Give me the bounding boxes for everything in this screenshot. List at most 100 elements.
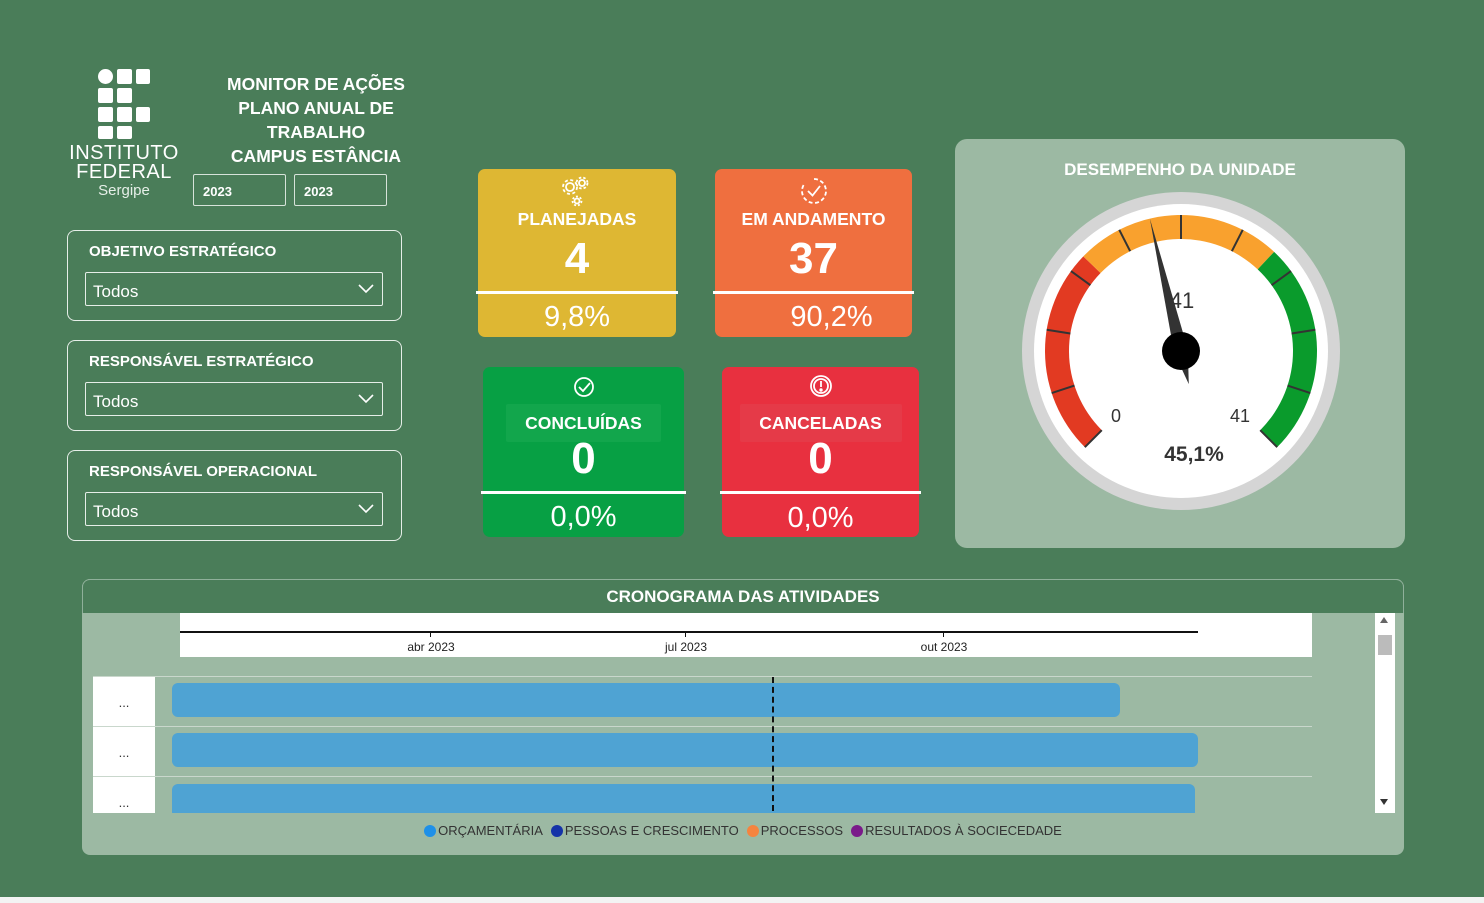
label-background [506, 404, 661, 442]
gauge-tick [1070, 270, 1091, 286]
axis-tick-label: jul 2023 [664, 640, 708, 654]
vertical-scrollbar[interactable] [1375, 613, 1395, 813]
dropdown-value: Todos [93, 282, 139, 301]
logo-subtext: Sergipe [98, 182, 150, 199]
legend-label: PESSOAS E CRESCIMENTO [564, 823, 739, 838]
gears-icon [478, 175, 676, 207]
label-background [740, 404, 902, 442]
gauge-band-mid [1083, 215, 1275, 274]
legend-item[interactable]: PROCESSOS [746, 823, 844, 838]
kpi-card-concluidas[interactable]: CONCLUÍDAS 0 0,0% [481, 367, 686, 537]
gauge-tick [1287, 384, 1311, 394]
dropdown-value: Todos [93, 502, 139, 521]
row-separator [93, 776, 1312, 777]
check-circle-icon [483, 376, 684, 398]
card-divider [481, 491, 686, 494]
logo-text: INSTITUTO FEDERAL [69, 142, 179, 183]
kpi-card-em-andamento[interactable]: EM ANDAMENTO 37 90,2% [713, 169, 914, 337]
card-label: CANCELADAS [759, 413, 882, 433]
chronogram-header: CRONOGRAMA DAS ATIVIDADES [82, 579, 1404, 613]
gauge-tick [1118, 229, 1132, 252]
card-percentage: 0,0% [787, 502, 854, 534]
scroll-thumb[interactable] [1378, 635, 1392, 655]
legend-dot-icon [851, 824, 864, 837]
gauge-max-label: 41 [1230, 406, 1250, 426]
chevron-down-icon [358, 284, 374, 294]
year-to-input[interactable]: 2023 [294, 174, 387, 206]
kpi-card-planejadas[interactable]: PLANEJADAS 4 9,8% [476, 169, 678, 337]
legend-dot-icon [550, 824, 563, 837]
card-count: 0 [808, 434, 833, 483]
gauge-tick [1051, 384, 1075, 394]
legend-label: RESULTADOS À SOCIECEDADE [865, 823, 1062, 838]
slicer-title: RESPONSÁVEL OPERACIONAL [89, 463, 318, 480]
chronogram-title: CRONOGRAMA DAS ATIVIDADES [606, 587, 880, 606]
axis-tick [943, 631, 944, 637]
timeline-axis: abr 2023 jul 2023 out 2023 [180, 613, 1312, 657]
card-label: PLANEJADAS [517, 209, 637, 229]
slicer-title: OBJETIVO ESTRATÉGICO [89, 243, 277, 260]
legend-label: PROCESSOS [760, 823, 844, 838]
card-percentage: 0,0% [550, 501, 617, 533]
gauge-min-label: 0 [1111, 406, 1121, 426]
slicer-objetivo-estrategico: OBJETIVO ESTRATÉGICO Todos [67, 230, 402, 321]
scroll-up-icon[interactable] [1380, 617, 1388, 623]
dropdown-value: Todos [93, 392, 139, 411]
gauge-tick [1084, 429, 1103, 448]
slicer-responsavel-estrategico: RESPONSÁVEL ESTRATÉGICO Todos [67, 340, 402, 431]
gauge-needle-hub [1162, 332, 1200, 370]
year-from-input[interactable]: 2023 [193, 174, 286, 206]
card-divider [713, 291, 914, 294]
gantt-bar[interactable] [172, 784, 1195, 818]
gantt-bar[interactable] [172, 683, 1120, 717]
gauge-tick [1271, 270, 1292, 286]
institute-logo: INSTITUTO FEDERAL Sergipe [66, 66, 182, 206]
gauge-tick [1291, 328, 1316, 335]
logo-grid-icon [98, 69, 150, 139]
gauge-panel: DESEMPENHO DA UNIDADE 0 41 41 45,1% [955, 139, 1405, 548]
legend-item[interactable]: RESULTADOS À SOCIECEDADE [851, 823, 1062, 838]
legend-dot-icon [424, 824, 437, 837]
gantt-row-label[interactable]: ... [93, 677, 155, 726]
card-count: 4 [564, 234, 590, 283]
slicer-responsavel-operacional: RESPONSÁVEL OPERACIONAL Todos [67, 450, 402, 541]
card-count: 0 [571, 434, 596, 483]
gauge-value-label: 45,1% [1164, 443, 1224, 466]
alert-circle-icon [722, 374, 919, 398]
legend-item[interactable]: PESSOAS E CRESCIMENTO [550, 823, 739, 838]
gauge-band-high [1257, 251, 1317, 448]
slicer-title: RESPONSÁVEL ESTRATÉGICO [89, 353, 314, 370]
responsavel-estrategico-dropdown[interactable]: Todos [85, 382, 383, 416]
responsavel-operacional-dropdown[interactable]: Todos [85, 492, 383, 526]
row-separator [93, 676, 1312, 677]
axis-tick [685, 631, 686, 637]
gauge-tick [1259, 429, 1278, 448]
chronogram-panel: CRONOGRAMA DAS ATIVIDADES abr 2023 jul 2… [82, 579, 1404, 855]
axis-line [180, 631, 1198, 633]
card-count: 37 [789, 234, 838, 283]
axis-tick [430, 631, 431, 637]
legend-dot-icon [746, 824, 759, 837]
card-percentage: 9,8% [543, 301, 611, 333]
page-bottom-strip [0, 897, 1484, 903]
gantt-bar[interactable] [172, 733, 1198, 767]
kpi-card-canceladas[interactable]: CANCELADAS 0 0,0% [720, 367, 921, 537]
chevron-down-icon [358, 394, 374, 404]
progress-check-icon [715, 177, 912, 205]
gauge-title: DESEMPENHO DA UNIDADE [1064, 160, 1296, 179]
page-title: MONITOR DE AÇÕES PLANO ANUAL DE TRABALHO… [227, 74, 405, 166]
gauge-tick [1230, 229, 1244, 252]
legend-label: ORÇAMENTÁRIA [438, 823, 543, 838]
chronogram-legend: ORÇAMENTÁRIA PESSOAS E CRESCIMENTO PROCE… [82, 823, 1404, 838]
card-percentage: 90,2% [790, 301, 873, 333]
gantt-row-label[interactable]: ... [93, 727, 155, 776]
gauge-band-low [1045, 256, 1102, 448]
objetivo-dropdown[interactable]: Todos [85, 272, 383, 306]
legend-item[interactable]: ORÇAMENTÁRIA [424, 823, 543, 838]
card-label: EM ANDAMENTO [741, 209, 886, 229]
row-separator [93, 726, 1312, 727]
chevron-down-icon [358, 504, 374, 514]
scroll-down-icon[interactable] [1380, 799, 1388, 805]
gauge-tick [1046, 328, 1071, 335]
card-divider [720, 491, 921, 494]
